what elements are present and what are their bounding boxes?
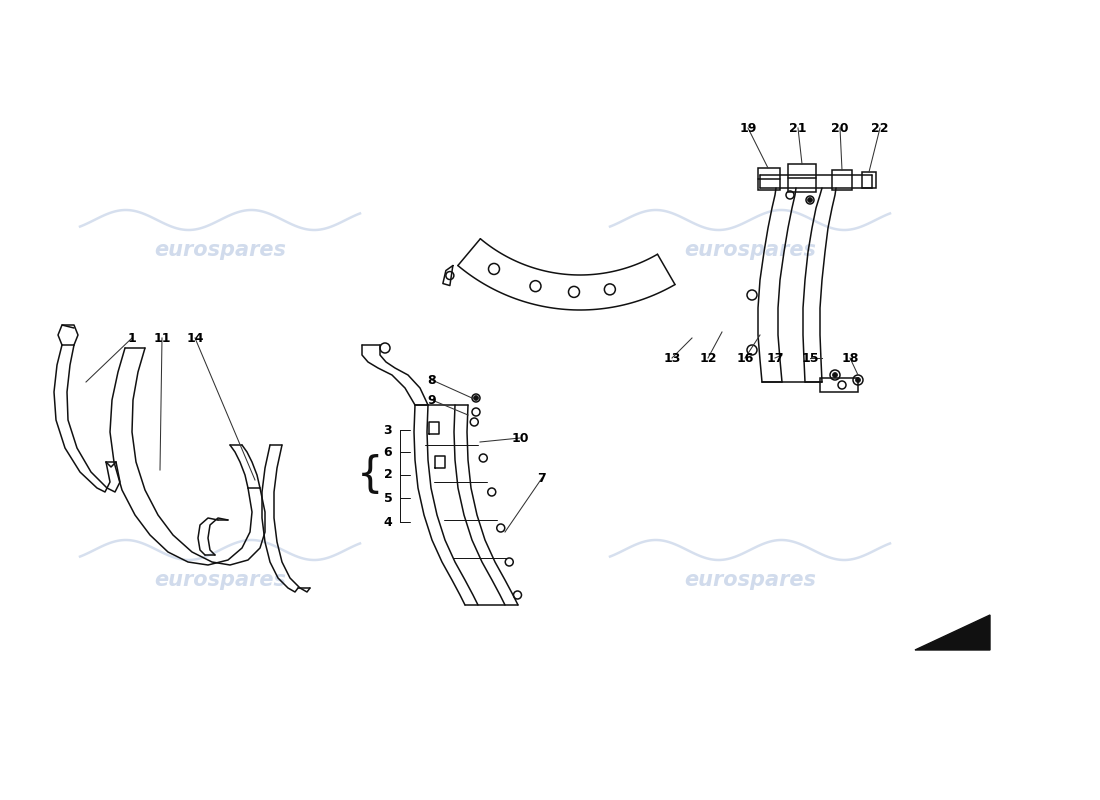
Text: 11: 11: [153, 331, 170, 345]
Text: 17: 17: [767, 351, 783, 365]
Circle shape: [473, 395, 478, 401]
Text: 20: 20: [832, 122, 849, 134]
Text: 8: 8: [428, 374, 437, 386]
Text: 9: 9: [428, 394, 437, 406]
Circle shape: [856, 378, 860, 382]
Text: 10: 10: [512, 431, 529, 445]
Text: 6: 6: [384, 446, 393, 458]
Bar: [832, 170, 852, 190]
Text: eurospares: eurospares: [154, 240, 286, 260]
Bar: [820, 378, 858, 392]
Text: 14: 14: [186, 331, 204, 345]
Text: eurospares: eurospares: [684, 570, 816, 590]
Text: 18: 18: [842, 351, 859, 365]
Text: 2: 2: [384, 469, 393, 482]
Text: 12: 12: [700, 351, 717, 365]
Text: 21: 21: [790, 122, 806, 134]
Polygon shape: [915, 615, 990, 650]
Text: 3: 3: [384, 423, 393, 437]
Text: {: {: [356, 454, 383, 496]
Text: 16: 16: [736, 351, 754, 365]
Bar: [788, 164, 816, 192]
Text: 7: 7: [538, 471, 547, 485]
Bar: [758, 168, 780, 190]
Text: 1: 1: [128, 331, 136, 345]
Text: 13: 13: [663, 351, 681, 365]
Text: 4: 4: [384, 515, 393, 529]
Text: 15: 15: [801, 351, 818, 365]
Text: eurospares: eurospares: [684, 240, 816, 260]
Text: 22: 22: [871, 122, 889, 134]
Text: eurospares: eurospares: [154, 570, 286, 590]
Circle shape: [807, 198, 813, 202]
Text: 5: 5: [384, 491, 393, 505]
Bar: [862, 172, 876, 188]
Circle shape: [833, 373, 837, 378]
Text: 19: 19: [739, 122, 757, 134]
